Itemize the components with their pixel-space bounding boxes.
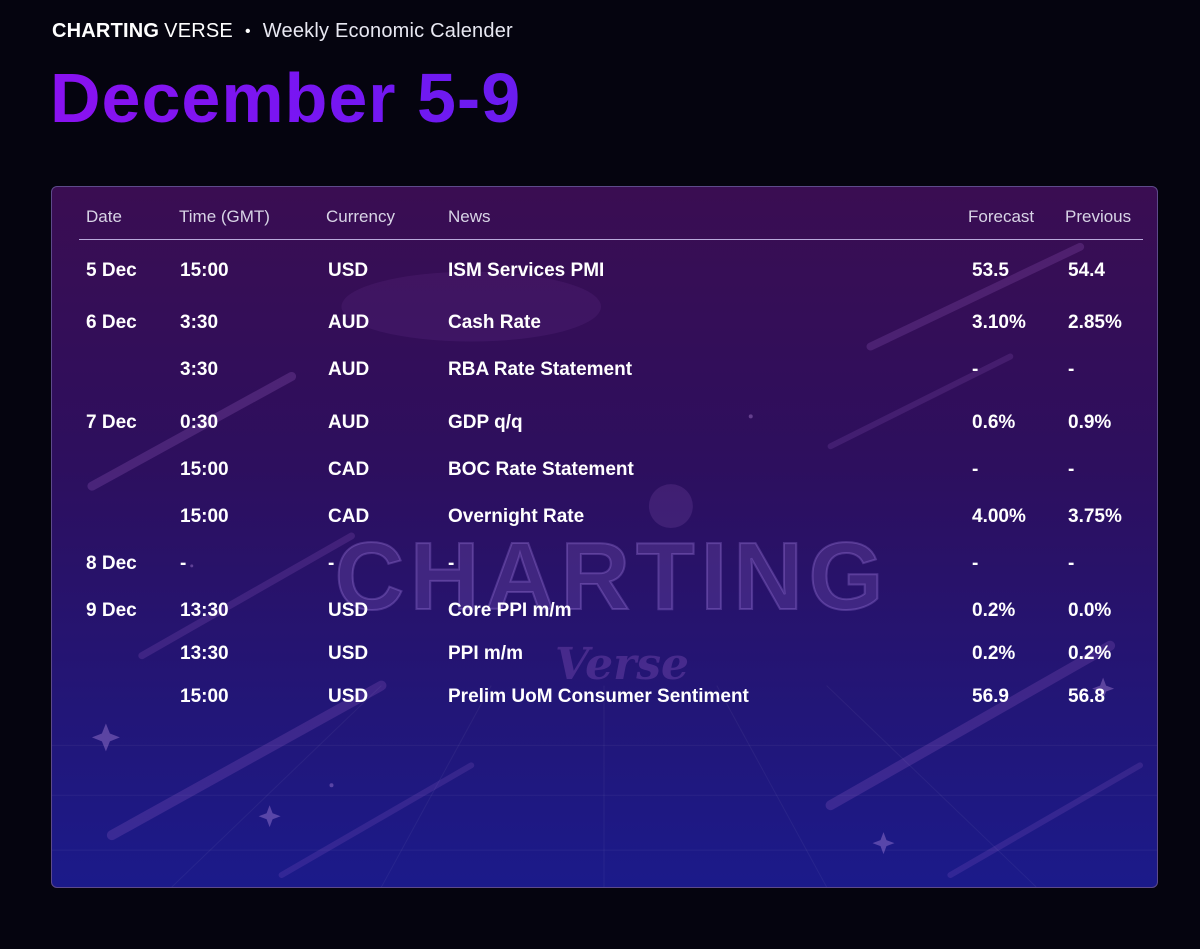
panel-background-art bbox=[52, 242, 1157, 887]
table-header-row: Date Time (GMT) Currency News Forecast P… bbox=[52, 187, 1157, 239]
watermark-logo-text: CHARTING bbox=[334, 522, 890, 631]
cell-time: - bbox=[180, 553, 187, 574]
cell-news: RBA Rate Statement bbox=[448, 359, 633, 380]
cell-time: 15:00 bbox=[180, 506, 229, 527]
header-subtitle: Weekly Economic Calender bbox=[262, 20, 513, 42]
cell-forecast: 4.00% bbox=[972, 506, 1026, 527]
cell-forecast: 53.5 bbox=[972, 260, 1009, 281]
cell-previous: - bbox=[1068, 553, 1075, 574]
column-header-news: News bbox=[448, 207, 491, 226]
cell-news: - bbox=[448, 553, 455, 574]
cell-news: Prelim UoM Consumer Sentiment bbox=[448, 686, 749, 707]
table-row: 9 Dec 13:30 USD Core PPI m/m 0.2% 0.0% bbox=[52, 600, 1157, 630]
cell-previous: - bbox=[1068, 459, 1075, 480]
cell-news: GDP q/q bbox=[448, 412, 523, 433]
cell-forecast: 0.6% bbox=[972, 412, 1016, 433]
page-title: December 5-9 bbox=[50, 59, 522, 137]
column-header-previous: Previous bbox=[1065, 207, 1132, 226]
cell-time: 0:30 bbox=[180, 412, 219, 433]
header-divider bbox=[79, 239, 1143, 240]
column-header-date: Date bbox=[86, 207, 122, 226]
cell-previous: 2.85% bbox=[1068, 312, 1122, 333]
cell-previous: 56.8 bbox=[1068, 686, 1105, 707]
cell-currency: USD bbox=[328, 600, 369, 621]
cell-date: 5 Dec bbox=[86, 260, 137, 281]
cell-forecast: - bbox=[972, 459, 979, 480]
cell-time: 15:00 bbox=[180, 686, 229, 707]
table-row: 5 Dec 15:00 USD ISM Services PMI 53.5 54… bbox=[52, 260, 1157, 290]
cell-time: 3:30 bbox=[180, 312, 219, 333]
table-row: 3:30 AUD RBA Rate Statement - - bbox=[52, 359, 1157, 389]
cell-news: Overnight Rate bbox=[448, 506, 585, 527]
watermark-logo-subtext: Verse bbox=[554, 639, 690, 690]
cell-news: ISM Services PMI bbox=[448, 260, 605, 281]
cell-time: 3:30 bbox=[180, 359, 219, 380]
cell-news: Cash Rate bbox=[448, 312, 541, 333]
cell-currency: CAD bbox=[328, 459, 370, 480]
cell-news: Core PPI m/m bbox=[448, 600, 572, 621]
cell-time: 15:00 bbox=[180, 459, 229, 480]
brand-name-light: VERSE bbox=[164, 20, 233, 42]
cell-forecast: 3.10% bbox=[972, 312, 1026, 333]
cell-forecast: 0.2% bbox=[972, 643, 1016, 664]
cell-news: BOC Rate Statement bbox=[448, 459, 634, 480]
cell-date: 6 Dec bbox=[86, 312, 137, 333]
table-row: 8 Dec - - - - - bbox=[52, 553, 1157, 583]
cell-news: PPI m/m bbox=[448, 643, 523, 664]
cell-currency: AUD bbox=[328, 312, 370, 333]
brand-name-bold: CHARTING bbox=[52, 20, 160, 42]
cell-time: 15:00 bbox=[180, 260, 229, 281]
column-header-time: Time (GMT) bbox=[179, 207, 270, 226]
table-row: 7 Dec 0:30 AUD GDP q/q 0.6% 0.9% bbox=[52, 412, 1157, 442]
cell-previous: 0.0% bbox=[1068, 600, 1112, 621]
cell-previous: 0.9% bbox=[1068, 412, 1112, 433]
table-row: 15:00 USD Prelim UoM Consumer Sentiment … bbox=[52, 686, 1157, 716]
cell-currency: USD bbox=[328, 686, 369, 707]
table-row: 15:00 CAD Overnight Rate 4.00% 3.75% bbox=[52, 506, 1157, 536]
cell-previous: - bbox=[1068, 359, 1075, 380]
cell-previous: 0.2% bbox=[1068, 643, 1112, 664]
cell-currency: USD bbox=[328, 643, 369, 664]
cell-currency: CAD bbox=[328, 506, 370, 527]
cell-currency: AUD bbox=[328, 412, 370, 433]
cell-forecast: 0.2% bbox=[972, 600, 1016, 621]
cell-currency: - bbox=[328, 553, 335, 574]
cell-time: 13:30 bbox=[180, 600, 229, 621]
cell-date: 8 Dec bbox=[86, 553, 137, 574]
brand-header: CHARTING VERSE • Weekly Economic Calende… bbox=[52, 20, 513, 43]
column-header-currency: Currency bbox=[326, 207, 395, 226]
table-row: 15:00 CAD BOC Rate Statement - - bbox=[52, 459, 1157, 489]
table-row: 13:30 USD PPI m/m 0.2% 0.2% bbox=[52, 643, 1157, 673]
separator-dot: • bbox=[244, 22, 251, 40]
cell-date: 9 Dec bbox=[86, 600, 137, 621]
cell-forecast: - bbox=[972, 553, 979, 574]
cell-previous: 3.75% bbox=[1068, 506, 1122, 527]
cell-previous: 54.4 bbox=[1068, 260, 1105, 281]
cell-time: 13:30 bbox=[180, 643, 229, 664]
calendar-panel: CHARTING Verse Date Time (GMT) Currency … bbox=[51, 186, 1158, 888]
table-row: 6 Dec 3:30 AUD Cash Rate 3.10% 2.85% bbox=[52, 312, 1157, 342]
column-header-forecast: Forecast bbox=[968, 207, 1035, 226]
cell-forecast: - bbox=[972, 359, 979, 380]
cell-currency: USD bbox=[328, 260, 369, 281]
cell-date: 7 Dec bbox=[86, 412, 137, 433]
cell-currency: AUD bbox=[328, 359, 370, 380]
cell-forecast: 56.9 bbox=[972, 686, 1009, 707]
